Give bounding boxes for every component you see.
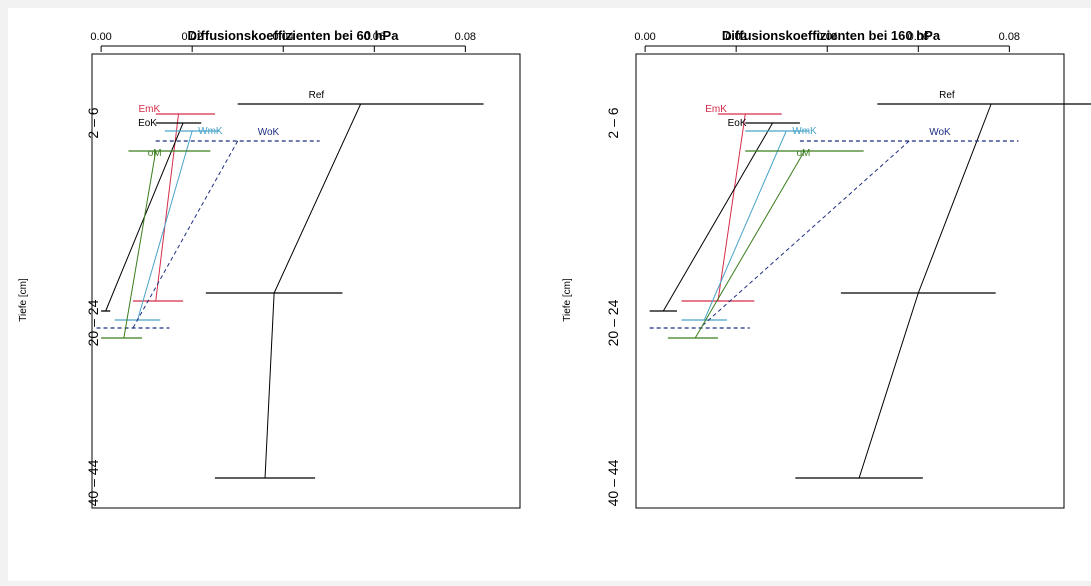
series-wmk: WmK: [115, 126, 223, 320]
series-line: [265, 104, 361, 478]
y-group-label: 40 – 44: [85, 459, 101, 506]
series-label: Ref: [939, 90, 955, 101]
series-om: oM: [101, 148, 210, 338]
series-line: [859, 104, 991, 478]
chart-figure: Diffusionskoeffizienten bei 60 hPa Tiefe…: [8, 8, 1091, 581]
y-group-label: 2 – 6: [605, 107, 621, 138]
series-line: [124, 151, 156, 338]
x-tick-label: 0.06: [364, 31, 385, 43]
figure-canvas: Diffusionskoeffizienten bei 60 hPa Tiefe…: [8, 8, 1091, 581]
left-panel: Diffusionskoeffizienten bei 60 hPa Tiefe…: [18, 28, 399, 322]
series-eok: EoK: [650, 118, 800, 311]
series-ref: Ref: [206, 90, 484, 478]
right-panel: Diffusionskoeffizienten bei 160 hPa Tief…: [562, 28, 941, 322]
series-label: Ref: [309, 90, 325, 101]
x-tick-label: 0.02: [181, 31, 202, 43]
x-tick-label: 0.02: [725, 31, 746, 43]
y-group-label: 20 – 24: [85, 299, 101, 346]
plot-frame: [636, 54, 1064, 508]
series-label: WmK: [198, 126, 223, 137]
y-group-label: 2 – 6: [85, 107, 101, 138]
x-axis: 0.00 0.02 0.04 0.06 0.08: [634, 31, 1020, 52]
series-label: oM: [148, 148, 162, 159]
series-label: EoK: [138, 118, 157, 129]
series-line: [718, 114, 745, 301]
series-line: [133, 141, 238, 328]
series-label: WoK: [258, 127, 280, 138]
series-label: WmK: [792, 126, 817, 137]
plot-area-left: 0.00 0.02 0.04 0.06 0.08 2 – 6 20 – 24 40 – 44 R…: [85, 31, 520, 508]
x-tick-label: 0.04: [817, 31, 838, 43]
series-line: [700, 141, 909, 328]
y-axis-label-right: Tiefe [cm]: [562, 278, 573, 322]
series-label: oM: [796, 148, 810, 159]
series-wok: WoK: [97, 127, 320, 328]
x-tick-label: 0.08: [999, 31, 1020, 43]
series-eok: EoK: [101, 118, 201, 311]
y-axis: 2 – 6 20 – 24 40 – 44: [605, 107, 621, 506]
series-label: EmK: [139, 104, 161, 115]
series-label: EmK: [705, 104, 727, 115]
series-label: EoK: [728, 118, 747, 129]
x-tick-label: 0.06: [908, 31, 929, 43]
series-om: oM: [668, 148, 864, 338]
x-axis: 0.00 0.02 0.04 0.06 0.08: [90, 31, 476, 52]
y-group-label: 20 – 24: [605, 299, 621, 346]
y-group-label: 40 – 44: [605, 459, 621, 506]
series-line: [704, 131, 786, 320]
plot-area-right: 0.00 0.02 0.04 0.06 0.08 2 – 6 20 – 24 40 – 44 R…: [605, 31, 1091, 508]
series-line: [695, 151, 804, 338]
y-axis: 2 – 6 20 – 24 40 – 44: [85, 107, 101, 506]
series-ref: Ref: [795, 90, 1091, 478]
series-label: WoK: [929, 127, 951, 138]
series-wok: WoK: [650, 127, 1019, 328]
x-tick-label: 0.08: [455, 31, 476, 43]
x-tick-label: 0.00: [90, 31, 111, 43]
series-line: [138, 131, 193, 320]
x-tick-label: 0.00: [634, 31, 655, 43]
x-tick-label: 0.04: [273, 31, 294, 43]
y-axis-label-left: Tiefe [cm]: [18, 278, 29, 322]
